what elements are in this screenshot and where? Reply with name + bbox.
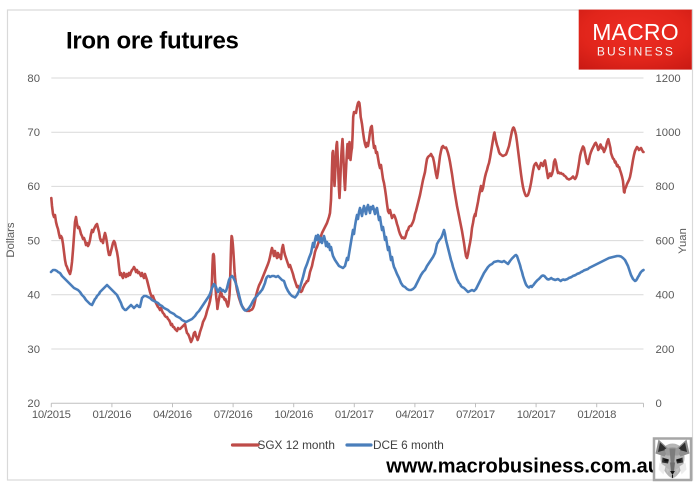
svg-text:10/2015: 10/2015 [32,409,71,421]
svg-text:BUSINESS: BUSINESS [597,45,675,59]
svg-text:01/2016: 01/2016 [93,409,132,421]
svg-text:80: 80 [27,73,40,85]
svg-text:50: 50 [27,235,40,247]
svg-text:07/2017: 07/2017 [456,409,495,421]
svg-text:10/2017: 10/2017 [517,409,556,421]
svg-text:400: 400 [656,290,675,302]
svg-text:200: 200 [656,344,675,356]
svg-text:MACRO: MACRO [592,19,679,45]
svg-text:Yuan: Yuan [677,228,689,254]
svg-text:SGX 12 month: SGX 12 month [258,438,335,452]
svg-text:60: 60 [27,181,40,193]
svg-text:Iron ore futures: Iron ore futures [66,28,239,55]
svg-text:04/2017: 04/2017 [396,409,435,421]
svg-text:0: 0 [656,398,662,410]
svg-text:DCE 6 month: DCE 6 month [373,438,444,452]
svg-text:70: 70 [27,127,40,139]
svg-text:30: 30 [27,344,40,356]
svg-text:04/2016: 04/2016 [153,409,192,421]
svg-text:800: 800 [656,181,675,193]
svg-text:20: 20 [27,398,40,410]
svg-text:10/2016: 10/2016 [274,409,313,421]
svg-text:07/2016: 07/2016 [214,409,253,421]
svg-text:Dollars: Dollars [5,222,17,258]
svg-text:01/2017: 01/2017 [335,409,374,421]
svg-text:01/2018: 01/2018 [577,409,616,421]
svg-text:1000: 1000 [656,127,681,139]
svg-text:40: 40 [27,290,40,302]
svg-text:www.macrobusiness.com.au: www.macrobusiness.com.au [385,456,660,478]
svg-text:600: 600 [656,235,675,247]
svg-text:1200: 1200 [656,73,681,85]
